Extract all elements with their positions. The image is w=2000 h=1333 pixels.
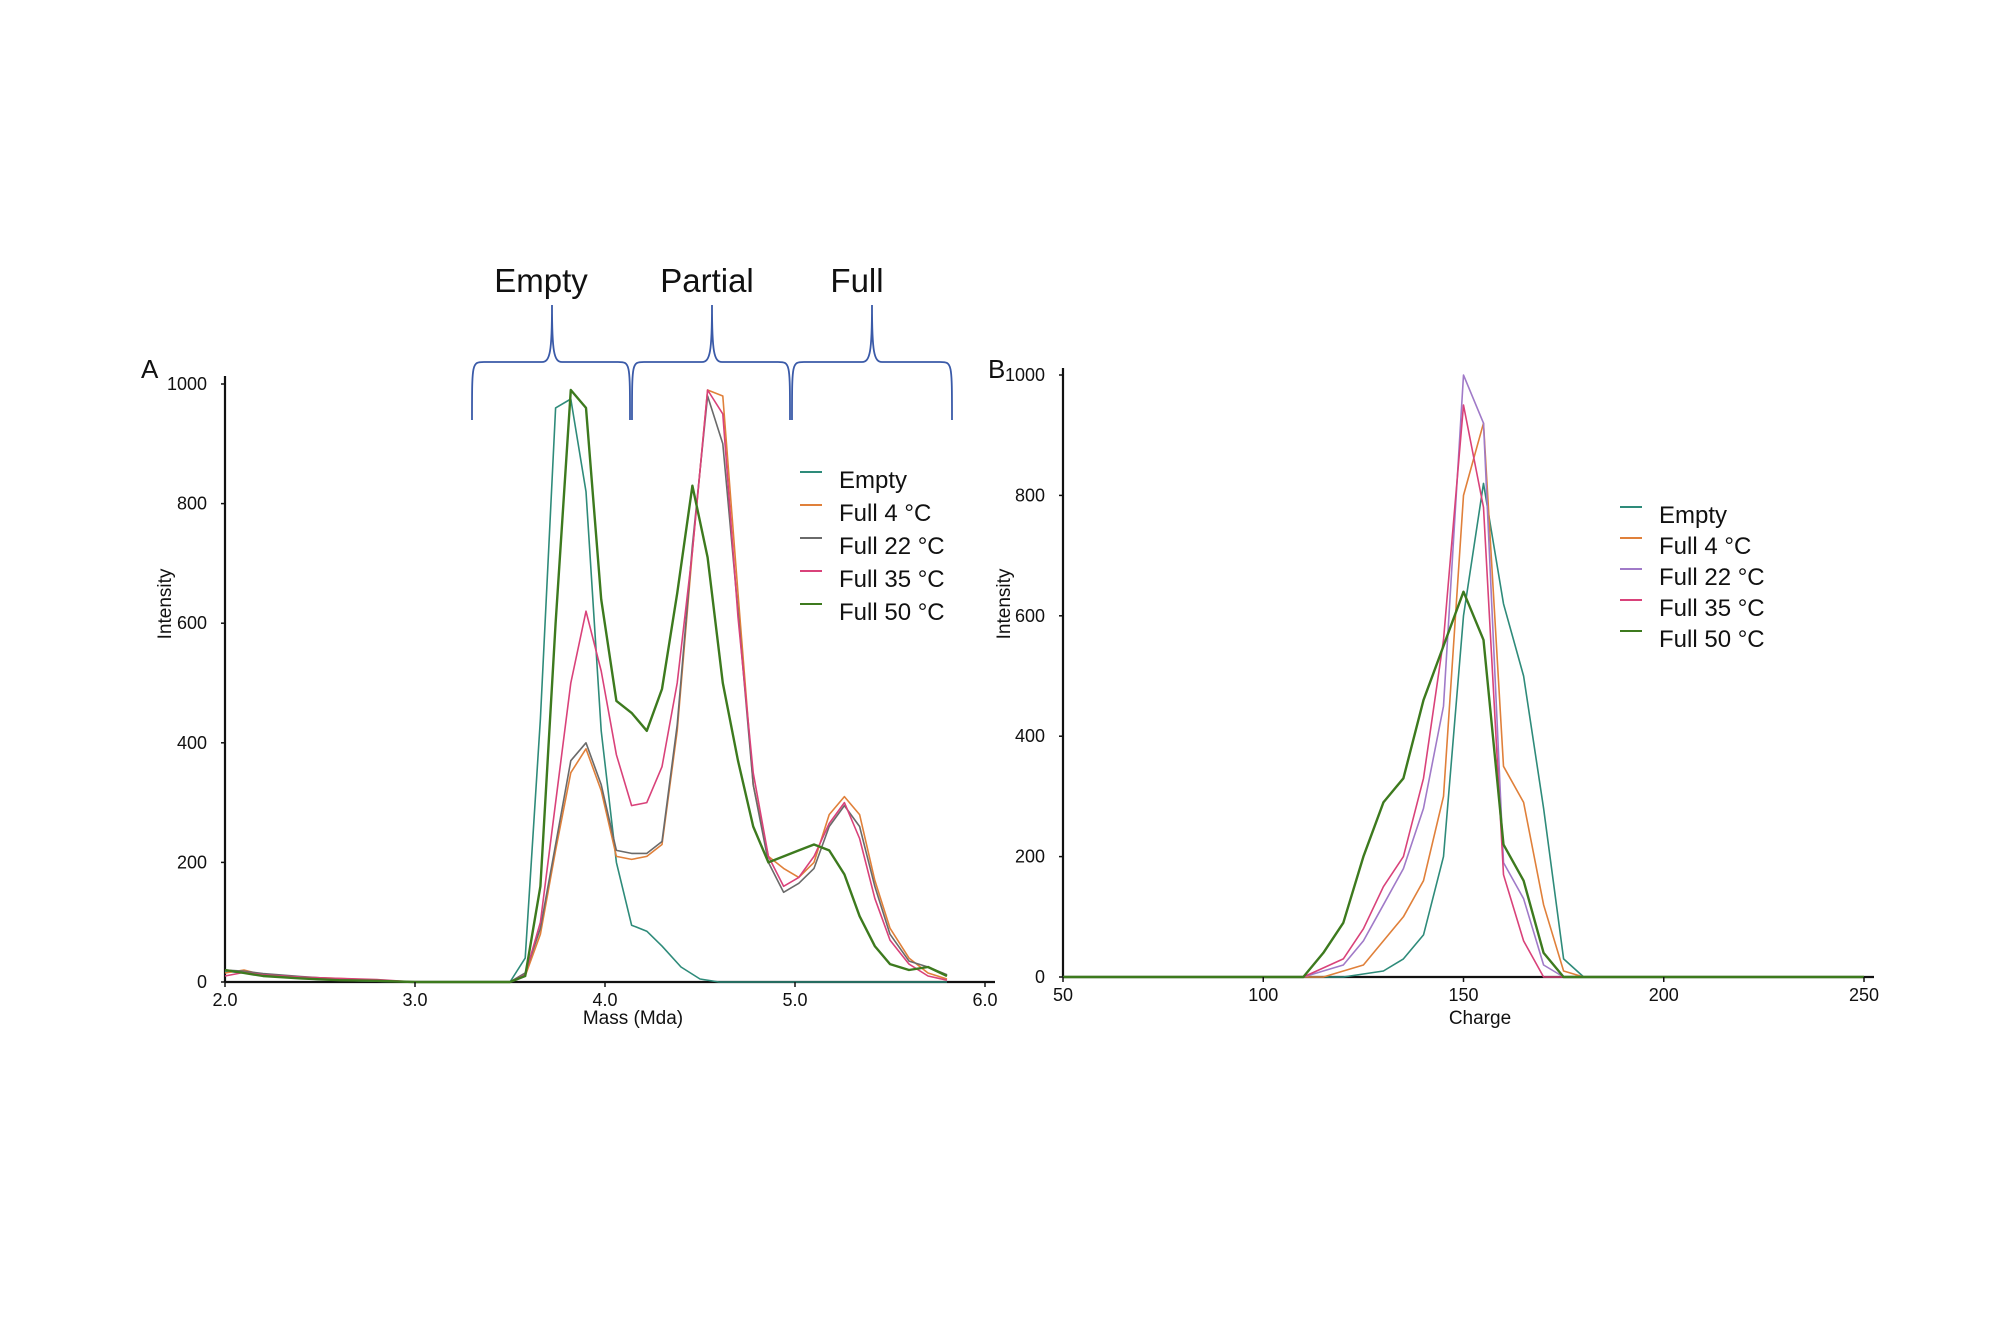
bracket-empty	[471, 304, 631, 421]
series-line-full-4-c	[1063, 422, 1864, 978]
y-tick-label: 800	[1015, 485, 1045, 505]
x-tick-label: 100	[1248, 985, 1278, 1005]
x-tick-label: 2.0	[212, 990, 237, 1010]
region-brackets	[471, 304, 953, 421]
legend-label-full-50-c: Full 50 °C	[839, 599, 945, 626]
x-axis-label-b: Charge	[1449, 1008, 1511, 1029]
region-label-partial: Partial	[660, 262, 754, 299]
region-label-empty: Empty	[494, 262, 588, 299]
y-tick-label: 800	[177, 494, 207, 514]
y-tick-label: 400	[1015, 726, 1045, 746]
legend-label-empty: Empty	[1659, 502, 1727, 529]
y-tick-label: 600	[177, 613, 207, 633]
x-axis-label-a: Mass (Mda)	[583, 1008, 683, 1029]
series-line-full-50-c	[1063, 590, 1864, 979]
legend-label-full-50-c: Full 50 °C	[1659, 626, 1765, 653]
bracket-full	[791, 304, 953, 421]
y-axis-label-a: Intensity	[155, 568, 176, 639]
legend-label-full-35-c: Full 35 °C	[839, 566, 945, 593]
y-tick-label: 0	[197, 972, 207, 992]
y-tick-label: 0	[1035, 967, 1045, 987]
series-line-empty	[1063, 482, 1864, 978]
legend-label-full-35-c: Full 35 °C	[1659, 595, 1765, 622]
region-label-full: Full	[830, 262, 883, 299]
x-tick-label: 6.0	[972, 990, 997, 1010]
y-tick-label: 400	[177, 733, 207, 753]
ticks-b: 0 200 400 600 800 1000 50 100 150 200 250	[1005, 365, 1879, 1005]
series-line-full-22-c	[1063, 374, 1864, 978]
panel-letter-b: B	[988, 354, 1005, 384]
legend-label-empty: Empty	[839, 467, 907, 494]
chart-panel-a: A 0 200 400 600 800 1000 2.0 3.0 4.0 5.0 6.0 Mass …	[141, 354, 998, 1029]
legend-label-full-4-c: Full 4 °C	[839, 500, 931, 527]
x-tick-label: 200	[1649, 985, 1679, 1005]
legend-a: Empty Full 4 °C Full 22 °C Full 35 °C Full 5…	[800, 467, 945, 626]
ticks-a: 0 200 400 600 800 1000 2.0 3.0 4.0 5.0 6.0	[167, 374, 998, 1010]
x-tick-label: 50	[1053, 985, 1073, 1005]
series-group-b	[1063, 374, 1864, 979]
legend-label-full-4-c: Full 4 °C	[1659, 533, 1751, 560]
y-tick-label: 200	[177, 852, 207, 872]
y-axis-label-b: Intensity	[994, 568, 1015, 639]
bracket-partial	[631, 304, 791, 421]
x-tick-label: 150	[1448, 985, 1478, 1005]
chart-panel-b: B 0 200 400 600 800 1000 50 100 150 200 250 Charge…	[988, 354, 1879, 1029]
legend-label-full-22-c: Full 22 °C	[1659, 564, 1765, 591]
x-tick-label: 3.0	[402, 990, 427, 1010]
legend-label-full-22-c: Full 22 °C	[839, 533, 945, 560]
series-line-full-35-c	[1063, 404, 1864, 978]
x-tick-label: 250	[1849, 985, 1879, 1005]
x-tick-label: 5.0	[782, 990, 807, 1010]
y-tick-label: 1000	[1005, 365, 1045, 385]
y-tick-label: 600	[1015, 606, 1045, 626]
region-annotations: Empty Partial Full	[471, 262, 953, 421]
axes-b	[1061, 368, 1874, 979]
y-tick-label: 200	[1015, 847, 1045, 867]
x-tick-label: 4.0	[592, 990, 617, 1010]
legend-b: Empty Full 4 °C Full 22 °C Full 35 °C Full 5…	[1620, 502, 1765, 653]
y-tick-label: 1000	[167, 374, 207, 394]
panel-letter-a: A	[141, 354, 159, 384]
